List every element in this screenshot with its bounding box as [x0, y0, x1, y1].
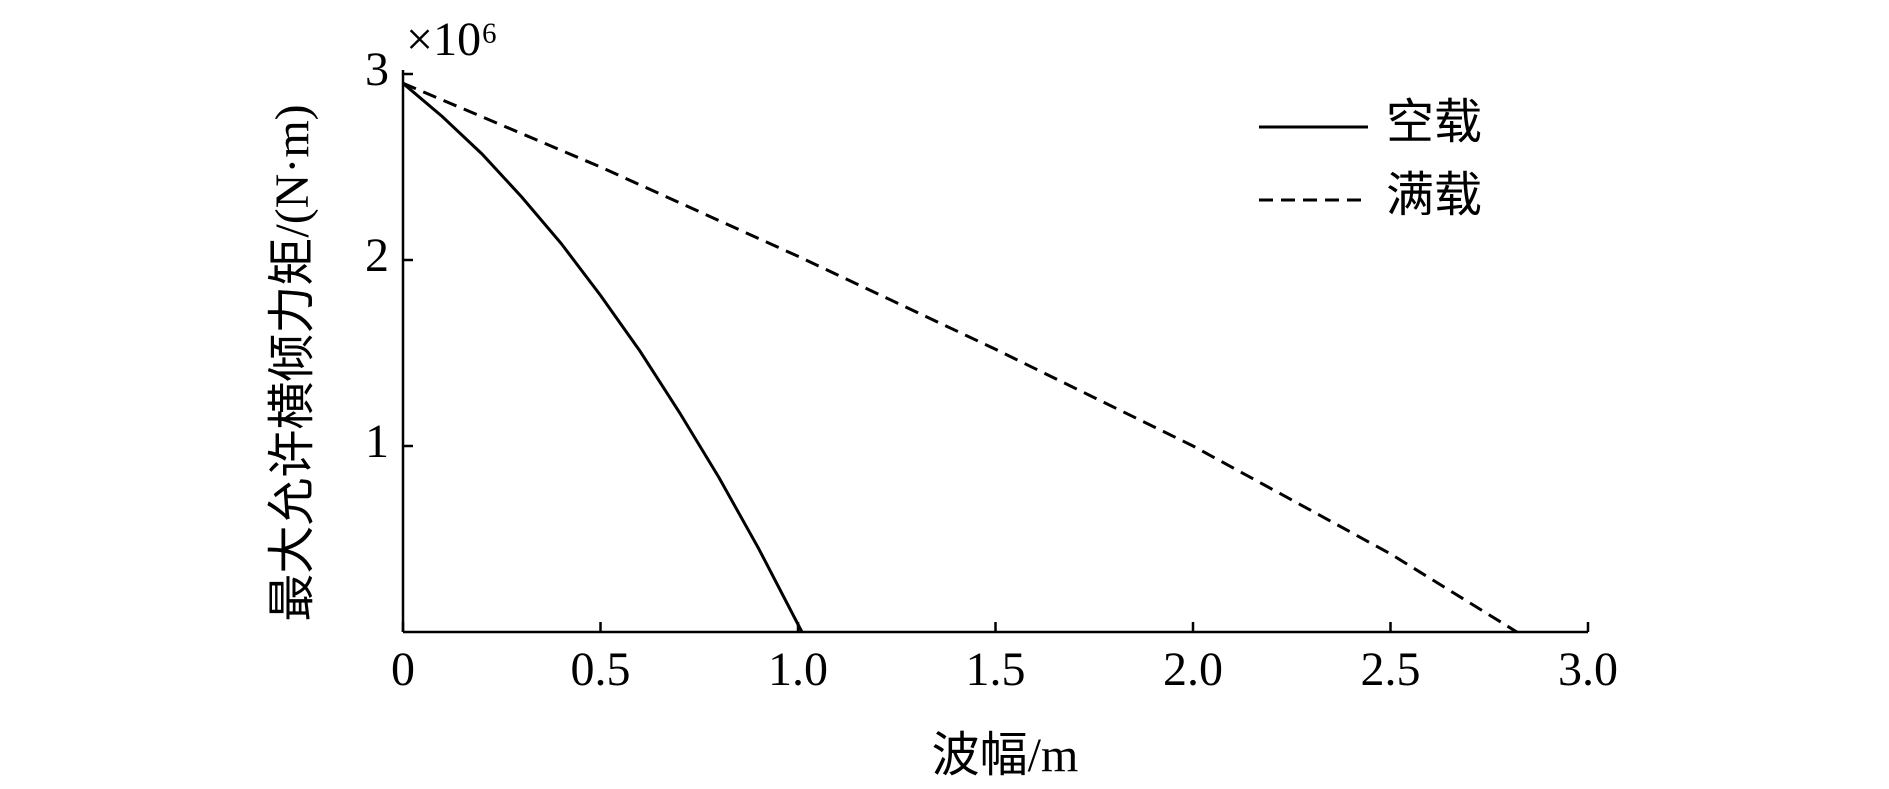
line-series [402, 81, 1518, 634]
x-tick-label: 2.5 [1361, 643, 1421, 696]
x-tick-label: 1.5 [966, 643, 1026, 696]
line-series [402, 82, 804, 633]
x-tick-label: 0 [391, 643, 415, 696]
x-tick-label: 3.0 [1558, 643, 1618, 696]
x-tick-label: 0.5 [571, 643, 631, 696]
x-axis-label: 波幅/m [932, 729, 1079, 782]
x-tick-label: 2.0 [1163, 643, 1223, 696]
y-axis-label: 最大允许横倾力矩/(N·m) [266, 104, 319, 621]
y-tick-label: 1 [365, 415, 389, 468]
legend-label: 满载 [1386, 169, 1482, 222]
y-tick-label: 3 [365, 43, 389, 96]
x-tick-label: 1.0 [768, 643, 828, 696]
y-multiplier: ×10⁶ [406, 13, 498, 66]
legend-label: 空载 [1386, 96, 1482, 149]
y-tick-label: 2 [365, 229, 389, 282]
